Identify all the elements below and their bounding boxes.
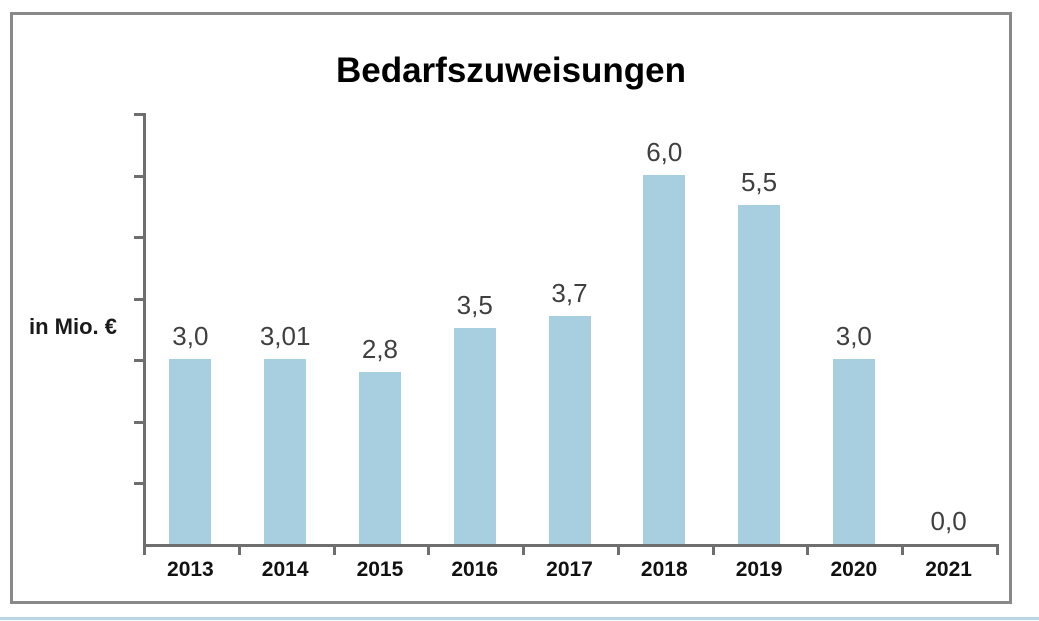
bar	[264, 359, 307, 544]
bar	[832, 359, 875, 544]
bar-value-label: 3,0	[172, 321, 209, 351]
y-axis-tick	[134, 359, 143, 363]
x-axis-tick	[806, 544, 810, 555]
x-axis-tick	[427, 544, 431, 555]
x-tick-label: 2016	[451, 558, 499, 581]
plot-area: 3,0 2013 3,01 2014 2,8 2015 3,5 2016 3,7 2017 6,0 2…	[13, 15, 1009, 601]
bar	[169, 359, 212, 544]
x-tick-label: 2013	[167, 558, 214, 581]
bar-value-label: 3,0	[835, 321, 872, 351]
x-tick-label: 2021	[925, 558, 972, 581]
x-axis-tick	[616, 544, 620, 555]
chart-title: Bedarfszuweisungen	[335, 51, 687, 90]
x-axis-line	[143, 544, 999, 547]
bar	[738, 205, 781, 544]
y-axis-unit-label: in Mio. €	[29, 314, 117, 339]
bar-value-label: 5,5	[740, 167, 778, 197]
y-axis-tick	[134, 113, 143, 116]
y-axis-tick	[134, 420, 143, 424]
y-axis-tick	[134, 482, 143, 486]
y-axis-tick	[134, 297, 143, 301]
bottom-accent-line	[0, 617, 1039, 620]
bar	[358, 372, 401, 544]
x-tick-label: 2015	[356, 558, 404, 581]
bar-value-label: 3,01	[259, 321, 311, 351]
x-tick-label: 2014	[261, 558, 309, 581]
bar-value-label: 3,5	[456, 290, 493, 320]
x-axis-tick	[996, 544, 999, 555]
x-tick-label: 2019	[735, 558, 783, 581]
bar	[548, 316, 591, 544]
x-tick-label: 2018	[640, 558, 688, 581]
x-axis-tick	[522, 544, 526, 555]
x-axis-tick	[143, 544, 146, 555]
x-axis-tick	[332, 544, 336, 555]
chart-frame: Bedarfszuweisungen in Mio. € 3,0 2013 3,01…	[10, 12, 1012, 604]
x-tick-label: 2020	[830, 558, 878, 581]
x-tick-label: 2017	[546, 558, 593, 581]
x-axis-tick	[901, 544, 905, 555]
x-axis-tick	[237, 544, 241, 555]
bar	[453, 328, 496, 544]
y-axis-line	[143, 113, 146, 553]
bar-value-label: 3,7	[551, 278, 588, 308]
y-axis-tick	[134, 236, 143, 240]
bar-value-label: 0,0	[930, 506, 967, 536]
x-axis-tick	[711, 544, 715, 555]
bar-value-label: 6,0	[646, 137, 683, 167]
bar-value-label: 2,8	[361, 334, 399, 364]
bar	[643, 175, 686, 544]
y-axis-tick	[134, 174, 143, 178]
